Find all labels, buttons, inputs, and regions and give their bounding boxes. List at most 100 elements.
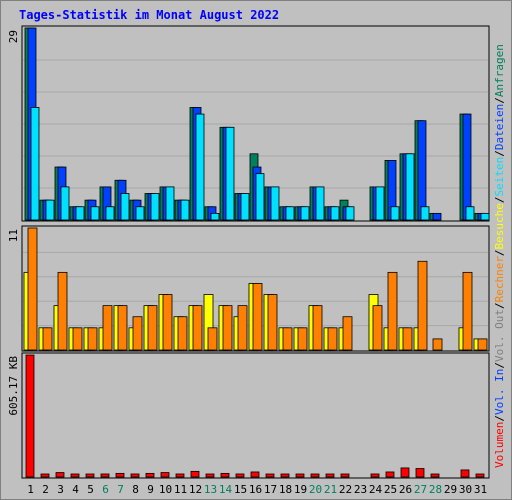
bar-rechner (177, 316, 188, 351)
bar-seiten (225, 126, 235, 221)
panel-top-frame (21, 25, 490, 222)
bar-rechner (342, 316, 353, 351)
bar-volumen (85, 473, 95, 478)
bar-rechner (282, 327, 293, 351)
bar-rechner (42, 327, 53, 351)
bar-volumen (25, 354, 35, 478)
bar-seiten (285, 206, 295, 221)
top-ymax-label: 29 (7, 30, 20, 43)
bar-volumen (190, 470, 200, 478)
bar-seiten (75, 206, 85, 221)
bar-volumen (460, 469, 470, 478)
legend-entry: / (493, 249, 506, 256)
bar-volumen (325, 473, 335, 478)
bar-marks (23, 27, 490, 478)
bar-seiten (300, 206, 310, 221)
x-tick-label: 4 (72, 483, 79, 496)
x-tick-label: 18 (279, 483, 292, 496)
x-tick-label: 28 (429, 483, 442, 496)
bar-volumen (295, 473, 305, 478)
x-tick-label: 10 (159, 483, 172, 496)
x-tick-label: 2 (42, 483, 49, 496)
x-tick-label: 21 (324, 483, 337, 496)
bar-volumen (115, 472, 125, 478)
bar-rechner (372, 305, 383, 351)
bar-seiten (180, 199, 190, 221)
right-legend: Volumen/Vol. In/Vol. Out/Rechner/Besuche… (493, 44, 506, 468)
bar-rechner (297, 327, 308, 351)
x-tick-label: 27 (414, 483, 427, 496)
bar-volumen (55, 472, 65, 478)
bar-rechner (252, 283, 263, 351)
bar-rechner (102, 305, 113, 351)
bar-seiten (135, 206, 145, 221)
bar-seiten (375, 186, 385, 221)
bar-volumen (430, 473, 440, 478)
legend-entry: Vol. In (493, 369, 506, 415)
legend-entry: / (493, 302, 506, 309)
x-tick-label: 30 (459, 483, 472, 496)
x-tick-label: 9 (147, 483, 154, 496)
x-tick-label: 31 (474, 483, 487, 496)
bar-volumen (220, 472, 230, 478)
bar-volumen (205, 473, 215, 478)
x-tick-label: 11 (174, 483, 187, 496)
bar-seiten (315, 186, 325, 221)
bar-volumen (235, 473, 245, 478)
bar-seiten (480, 212, 490, 221)
bar-rechner (117, 305, 128, 351)
legend-entry: / (493, 97, 506, 104)
x-tick-label: 26 (399, 483, 412, 496)
bar-rechner (192, 305, 203, 351)
bar-rechner (222, 305, 233, 351)
bar-dateien (432, 212, 442, 221)
x-tick-label: 14 (219, 483, 233, 496)
legend-entry: Rechner (493, 256, 506, 303)
x-axis-labels: 1 2 3 4 5 6 7 8 9 10 11 12 13 14 15 16 17 18 19 20 21 22 23 24 2… (27, 483, 487, 496)
bar-rechner (267, 294, 278, 351)
bar-rechner (417, 260, 428, 351)
bar-rechner (462, 271, 473, 351)
bar-seiten (105, 206, 115, 221)
bar-volumen (70, 473, 80, 478)
bar-rechner (402, 327, 413, 351)
bar-seiten (90, 206, 100, 221)
bar-volumen (280, 473, 290, 478)
legend-entry: / (493, 196, 506, 203)
bar-volumen (145, 472, 155, 478)
bar-seiten (330, 206, 340, 221)
bar-volumen (340, 473, 350, 478)
x-tick-label: 15 (234, 483, 247, 496)
bar-seiten (270, 186, 280, 221)
bar-volumen (40, 473, 50, 478)
legend-entry: Volumen (493, 422, 506, 468)
bar-seiten (255, 173, 265, 221)
bar-rechner (207, 327, 218, 351)
bar-rechner (27, 227, 38, 351)
x-tick-label: 22 (339, 483, 352, 496)
bar-rechner (162, 294, 173, 351)
bar-volumen (250, 471, 260, 478)
legend-entry: / (493, 415, 506, 422)
bar-rechner (147, 305, 158, 351)
x-tick-label: 17 (264, 483, 277, 496)
bar-seiten (30, 107, 40, 221)
x-tick-label: 1 (27, 483, 34, 496)
bar-dateien (462, 113, 472, 221)
bar-volumen (130, 473, 140, 478)
x-tick-label: 29 (444, 483, 457, 496)
bar-volumen (100, 473, 110, 478)
bar-rechner (72, 327, 83, 351)
bar-volumen (385, 471, 395, 478)
panel-middle-frame (21, 225, 490, 352)
bar-volumen (265, 473, 275, 478)
bottom-ymax-label: 605.17 KB (7, 356, 20, 416)
x-tick-label: 5 (87, 483, 94, 496)
bar-seiten (240, 193, 250, 221)
middle-ymax-label: 11 (7, 229, 20, 242)
bar-seiten (60, 186, 70, 221)
bar-rechner (57, 271, 68, 351)
legend-entry: Besuche (493, 203, 506, 249)
legend-entry: Dateien (493, 104, 506, 150)
